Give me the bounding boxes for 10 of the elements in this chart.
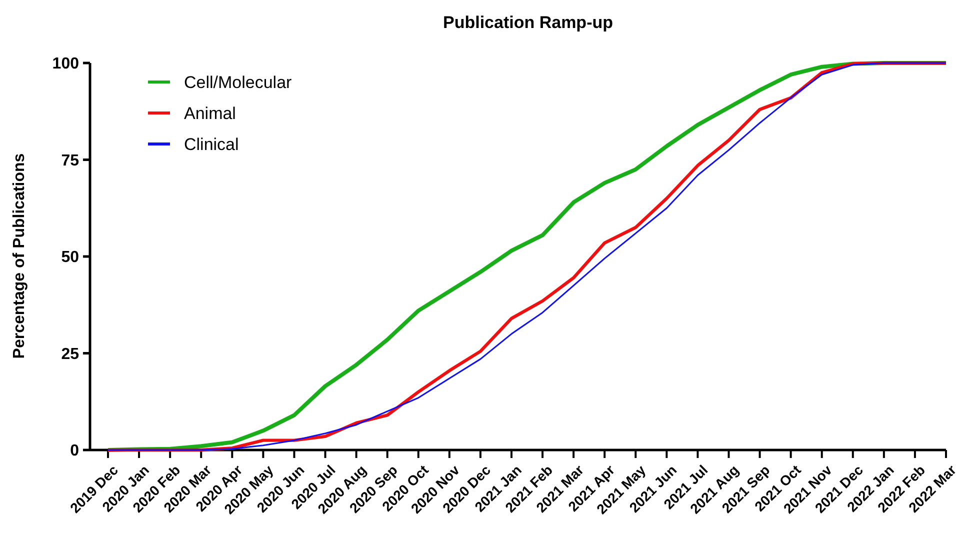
legend-label: Animal bbox=[184, 104, 236, 123]
legend-label: Clinical bbox=[184, 134, 239, 154]
y-axis-title: Percentage of Publications bbox=[11, 153, 28, 359]
chart-title: Publication Ramp-up bbox=[443, 13, 613, 32]
y-tick-label: 75 bbox=[61, 152, 80, 170]
y-tick-label: 25 bbox=[61, 346, 80, 363]
y-tick-label: 100 bbox=[52, 56, 80, 73]
y-tick-label: 0 bbox=[70, 442, 80, 460]
y-tick-label: 50 bbox=[61, 249, 80, 266]
legend-label: Cell/Molecular bbox=[184, 72, 292, 92]
